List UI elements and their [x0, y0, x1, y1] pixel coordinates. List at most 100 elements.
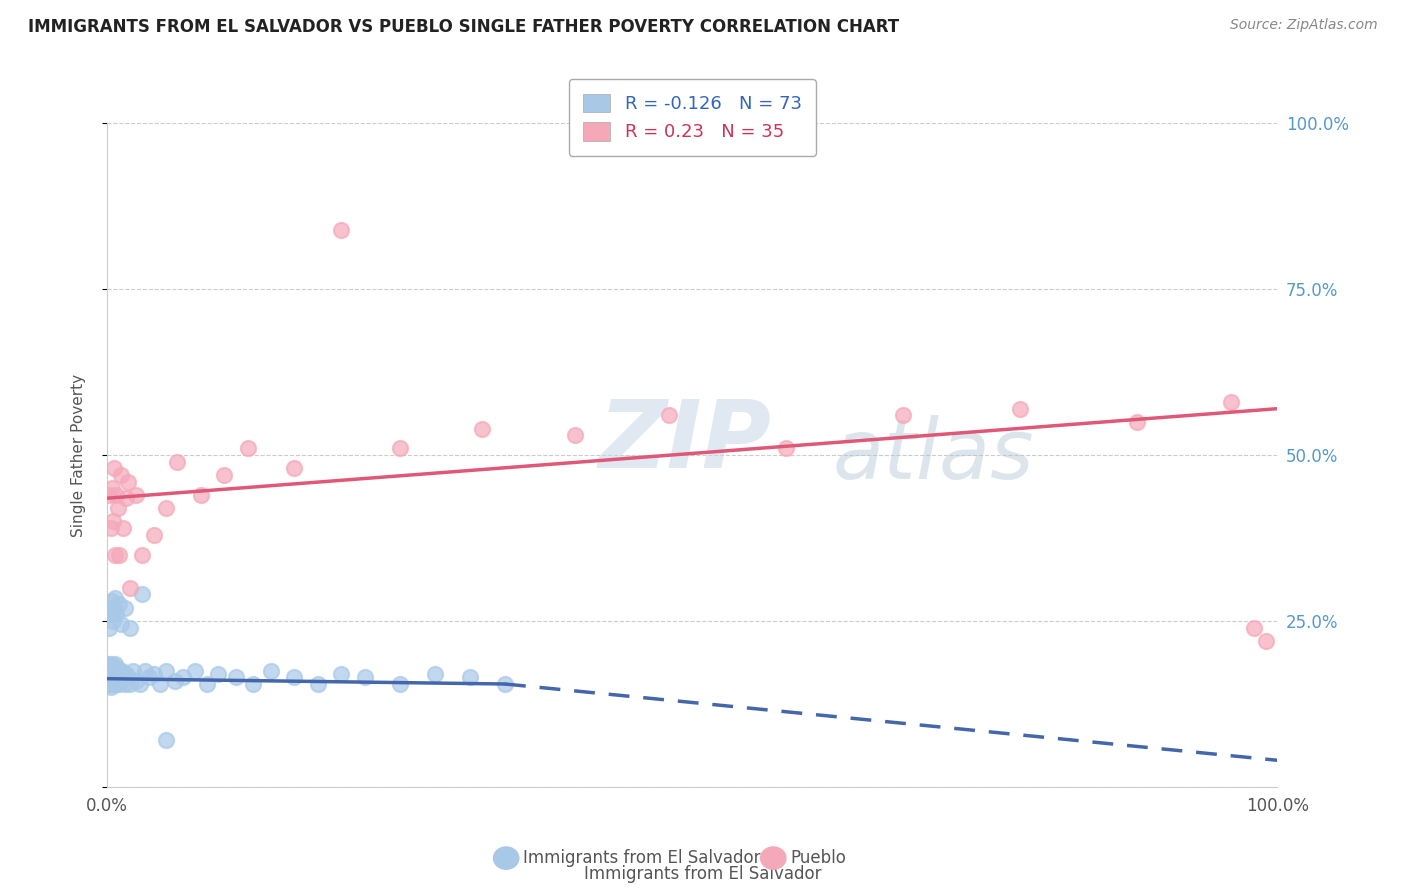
Point: [114, 677, 136, 691]
Point: [100, 594, 122, 608]
Point: [97, 667, 120, 681]
Point: [120, 581, 142, 595]
Point: [114, 491, 136, 506]
Point: [1243, 621, 1265, 635]
Point: [107, 670, 129, 684]
Point: [98, 673, 121, 688]
Point: [112, 521, 135, 535]
Point: [155, 501, 177, 516]
Point: [112, 670, 135, 684]
Point: [105, 677, 128, 691]
Point: [100, 657, 122, 672]
Point: [163, 673, 186, 688]
Point: [110, 468, 132, 483]
Y-axis label: Single Father Poverty: Single Father Poverty: [72, 374, 86, 537]
Point: [103, 600, 125, 615]
Point: [117, 670, 139, 684]
Point: [190, 488, 212, 502]
Point: [330, 222, 353, 236]
Point: [104, 657, 127, 672]
Point: [134, 664, 156, 678]
Point: [100, 521, 122, 535]
Legend: R = -0.126   N = 73, R = 0.23   N = 35: R = -0.126 N = 73, R = 0.23 N = 35: [568, 79, 815, 156]
Point: [98, 621, 121, 635]
Point: [117, 475, 139, 489]
Point: [105, 660, 128, 674]
Point: [125, 488, 148, 502]
Point: [100, 677, 122, 691]
Point: [121, 664, 143, 678]
Point: [330, 667, 353, 681]
Point: [120, 621, 142, 635]
Point: [111, 664, 134, 678]
Point: [494, 677, 516, 691]
Point: [1219, 395, 1241, 409]
Point: [353, 670, 375, 684]
Point: [458, 670, 481, 684]
Point: [107, 501, 129, 516]
Point: [658, 409, 681, 423]
Point: [100, 670, 122, 684]
Point: [107, 667, 129, 681]
Point: [242, 677, 264, 691]
Point: [100, 607, 122, 622]
Point: [114, 667, 136, 681]
Point: [104, 548, 127, 562]
Point: [101, 660, 124, 674]
Point: [142, 527, 165, 541]
Point: [98, 664, 121, 678]
Text: Pueblo: Pueblo: [790, 849, 846, 867]
Text: ZIP: ZIP: [599, 396, 772, 488]
Point: [1008, 401, 1031, 416]
Point: [104, 667, 127, 681]
Point: [107, 677, 129, 691]
Point: [101, 673, 124, 688]
Point: [120, 677, 142, 691]
Point: [131, 587, 153, 601]
Point: [105, 607, 128, 622]
Point: [564, 428, 586, 442]
Point: [100, 681, 122, 695]
Point: [100, 481, 122, 495]
Text: Immigrants from El Salvador: Immigrants from El Salvador: [523, 849, 761, 867]
Point: [1126, 415, 1149, 429]
Point: [125, 673, 148, 688]
Point: [388, 442, 411, 456]
Point: [103, 664, 125, 678]
Point: [103, 677, 125, 691]
Text: IMMIGRANTS FROM EL SALVADOR VS PUEBLO SINGLE FATHER POVERTY CORRELATION CHART: IMMIGRANTS FROM EL SALVADOR VS PUEBLO SI…: [28, 18, 900, 36]
Point: [107, 664, 129, 678]
Point: [260, 664, 283, 678]
Point: [110, 673, 132, 688]
Point: [105, 664, 128, 678]
Point: [128, 677, 150, 691]
Point: [105, 488, 128, 502]
Point: [236, 442, 259, 456]
Point: [172, 670, 194, 684]
Point: [107, 548, 129, 562]
Point: [283, 670, 305, 684]
Point: [101, 614, 124, 628]
Point: [775, 442, 797, 456]
Point: [423, 667, 446, 681]
Point: [97, 677, 120, 691]
Point: [131, 548, 153, 562]
Point: [107, 598, 129, 612]
Point: [225, 670, 247, 684]
Point: [195, 677, 218, 691]
Point: [98, 660, 121, 674]
Point: [166, 455, 188, 469]
Point: [101, 515, 124, 529]
Point: [388, 677, 411, 691]
Point: [891, 409, 914, 423]
Point: [108, 664, 131, 678]
Point: [110, 617, 132, 632]
Point: [97, 657, 120, 672]
Point: [207, 667, 229, 681]
Point: [100, 667, 122, 681]
Point: [103, 461, 125, 475]
Text: Source: ZipAtlas.com: Source: ZipAtlas.com: [1230, 18, 1378, 32]
Point: [142, 667, 165, 681]
Point: [307, 677, 329, 691]
Point: [1254, 633, 1277, 648]
